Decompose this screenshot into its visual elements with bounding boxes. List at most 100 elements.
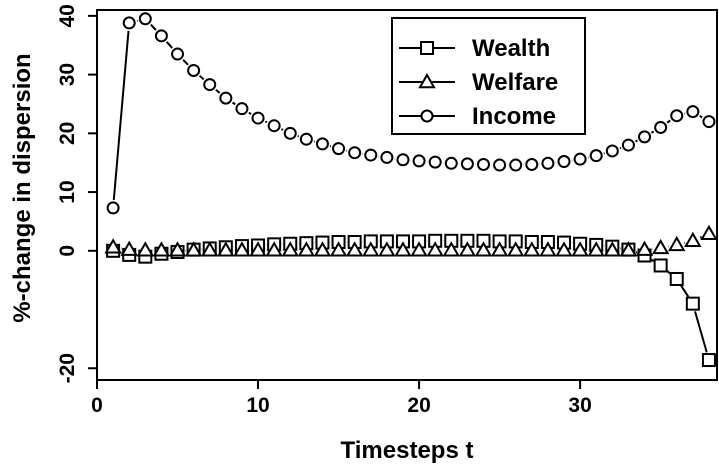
income-point xyxy=(203,78,217,92)
income-point xyxy=(122,16,136,30)
wealth-segment xyxy=(680,285,690,298)
income-segment xyxy=(215,88,221,94)
welfare-point xyxy=(217,241,235,257)
y-tick-label: 10 xyxy=(56,180,79,203)
welfare-point xyxy=(700,224,718,241)
income-point xyxy=(315,137,329,151)
welfare-point xyxy=(265,241,283,257)
income-point xyxy=(219,91,233,105)
income-point xyxy=(686,105,700,119)
series-income xyxy=(106,12,716,215)
welfare-segment xyxy=(699,236,703,239)
legend-item-welfare: Welfare xyxy=(399,69,558,96)
income-segment xyxy=(248,111,252,115)
welfare-point xyxy=(442,241,461,257)
income-point xyxy=(670,109,684,123)
welfare-point xyxy=(539,241,557,257)
income-point xyxy=(267,119,281,133)
income-point xyxy=(589,149,603,163)
x-tick-label: 20 xyxy=(407,394,430,417)
income-point xyxy=(702,115,716,129)
income-point xyxy=(605,144,619,158)
y-tick-label: 30 xyxy=(56,63,79,86)
welfare-point xyxy=(651,238,670,255)
income-point xyxy=(332,142,346,156)
welfare-point xyxy=(136,241,155,257)
welfare-point xyxy=(587,241,605,257)
income-segment xyxy=(231,101,236,106)
welfare-point xyxy=(201,241,219,257)
welfare-point xyxy=(410,241,428,257)
income-segment xyxy=(264,120,268,124)
wealth-point xyxy=(701,353,716,368)
income-point xyxy=(621,138,635,152)
welfare-point xyxy=(555,241,573,257)
welfare-point xyxy=(281,241,299,257)
welfare-point xyxy=(571,241,589,257)
welfare-point xyxy=(490,241,509,257)
y-tick-label: 40 xyxy=(56,4,79,27)
welfare-point xyxy=(619,241,638,257)
x-tick-label: 10 xyxy=(246,394,269,417)
welfare-point xyxy=(378,241,396,257)
y-tick-label: 0 xyxy=(56,245,79,257)
income-point xyxy=(283,126,297,140)
income-point xyxy=(138,12,152,26)
income-point xyxy=(541,156,555,170)
income-point xyxy=(654,120,668,134)
income-segment xyxy=(198,75,205,81)
y-tick-label: -20 xyxy=(56,353,79,383)
wealth-point xyxy=(669,271,684,286)
income-point xyxy=(380,150,394,164)
series-layer xyxy=(104,12,718,368)
income-point xyxy=(476,157,490,171)
wealth-segment xyxy=(694,311,708,353)
x-tick-label: 0 xyxy=(91,394,103,417)
welfare-point xyxy=(362,241,380,257)
income-point xyxy=(493,158,507,172)
legend-label-wealth: Wealth xyxy=(472,35,550,62)
income-point xyxy=(235,102,249,116)
income-segment xyxy=(165,41,173,49)
income-point xyxy=(557,155,571,169)
wealth-segment xyxy=(650,258,655,263)
income-point xyxy=(525,157,539,171)
legend-marker-wealth xyxy=(420,41,434,55)
welfare-point xyxy=(668,235,686,252)
y-axis-title: %-change in dispersion xyxy=(9,53,36,322)
welfare-point xyxy=(523,241,541,257)
income-point xyxy=(412,154,426,168)
income-point xyxy=(348,146,362,160)
welfare-point xyxy=(458,241,477,257)
income-segment xyxy=(112,30,130,201)
income-point xyxy=(299,132,313,146)
income-point xyxy=(573,152,587,166)
legend: Wealth Welfare Income xyxy=(391,17,586,135)
welfare-point xyxy=(329,241,348,257)
x-tick-label: 30 xyxy=(568,394,591,417)
welfare-point xyxy=(233,241,251,257)
welfare-point xyxy=(635,240,654,256)
income-point xyxy=(509,158,523,172)
income-point xyxy=(396,153,410,167)
income-point xyxy=(171,47,185,61)
income-segment xyxy=(182,59,189,66)
welfare-point xyxy=(168,241,187,257)
income-segment xyxy=(635,139,638,143)
welfare-point xyxy=(297,241,316,257)
legend-item-wealth: Wealth xyxy=(399,35,550,62)
income-segment xyxy=(150,23,157,31)
income-segment xyxy=(280,128,284,131)
income-segment xyxy=(699,114,703,119)
welfare-point xyxy=(184,241,203,257)
legend-item-income: Income xyxy=(399,103,556,130)
income-point xyxy=(638,130,652,144)
welfare-point xyxy=(152,241,171,257)
series-welfare xyxy=(104,224,718,257)
welfare-point xyxy=(394,241,412,257)
income-point xyxy=(444,156,458,170)
income-segment xyxy=(650,130,655,134)
welfare-point xyxy=(120,240,138,256)
legend-marker-income xyxy=(420,109,434,123)
